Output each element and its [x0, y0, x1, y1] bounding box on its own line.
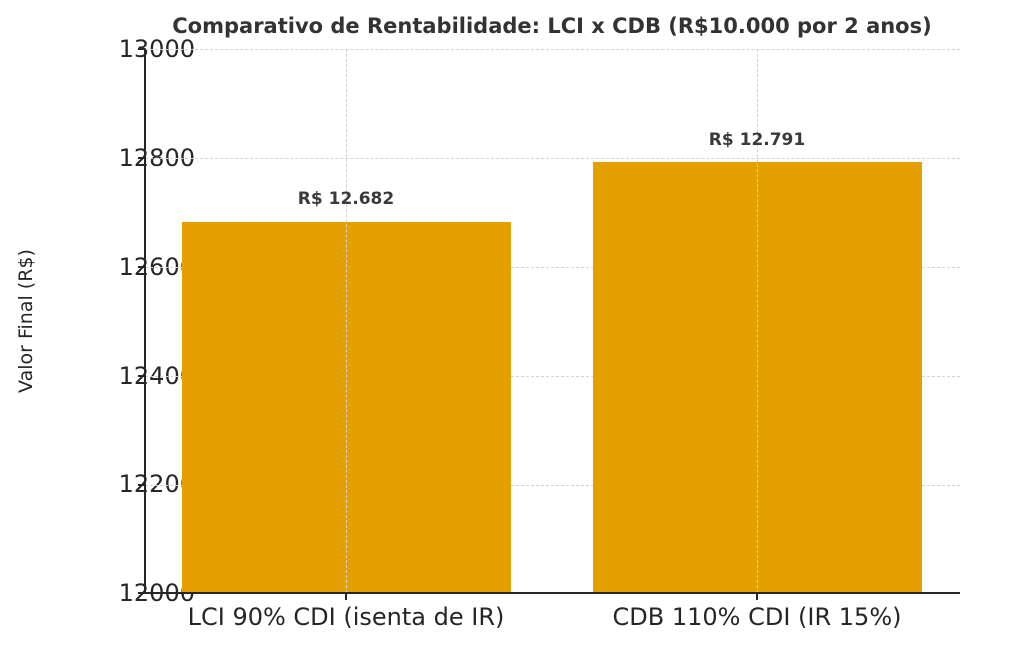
y-tick: [138, 48, 144, 50]
bar-value-label: R$ 12.791: [708, 130, 806, 150]
y-axis-label: Valor Final (R$): [15, 249, 37, 393]
x-tick: [345, 594, 347, 600]
gridline: [145, 158, 960, 159]
gridline: [145, 49, 960, 50]
x-tick-label: LCI 90% CDI (isenta de IR): [187, 603, 505, 631]
y-tick: [138, 592, 144, 594]
y-tick: [138, 266, 144, 268]
chart-title: Comparativo de Rentabilidade: LCI x CDB …: [172, 14, 932, 38]
gridline: [757, 49, 758, 593]
gridline: [346, 49, 347, 593]
plot-area: R$ 12.682 R$ 12.791: [138, 48, 960, 600]
bar-value-label: R$ 12.682: [297, 189, 395, 209]
gridline: [145, 376, 960, 377]
gridline: [145, 267, 960, 268]
y-tick: [138, 375, 144, 377]
x-tick-label: CDB 110% CDI (IR 15%): [612, 603, 902, 631]
y-tick: [138, 484, 144, 486]
x-tick: [756, 594, 758, 600]
x-axis-line: [144, 592, 960, 594]
y-tick: [138, 157, 144, 159]
y-axis-line: [144, 49, 146, 593]
gridline: [145, 485, 960, 486]
